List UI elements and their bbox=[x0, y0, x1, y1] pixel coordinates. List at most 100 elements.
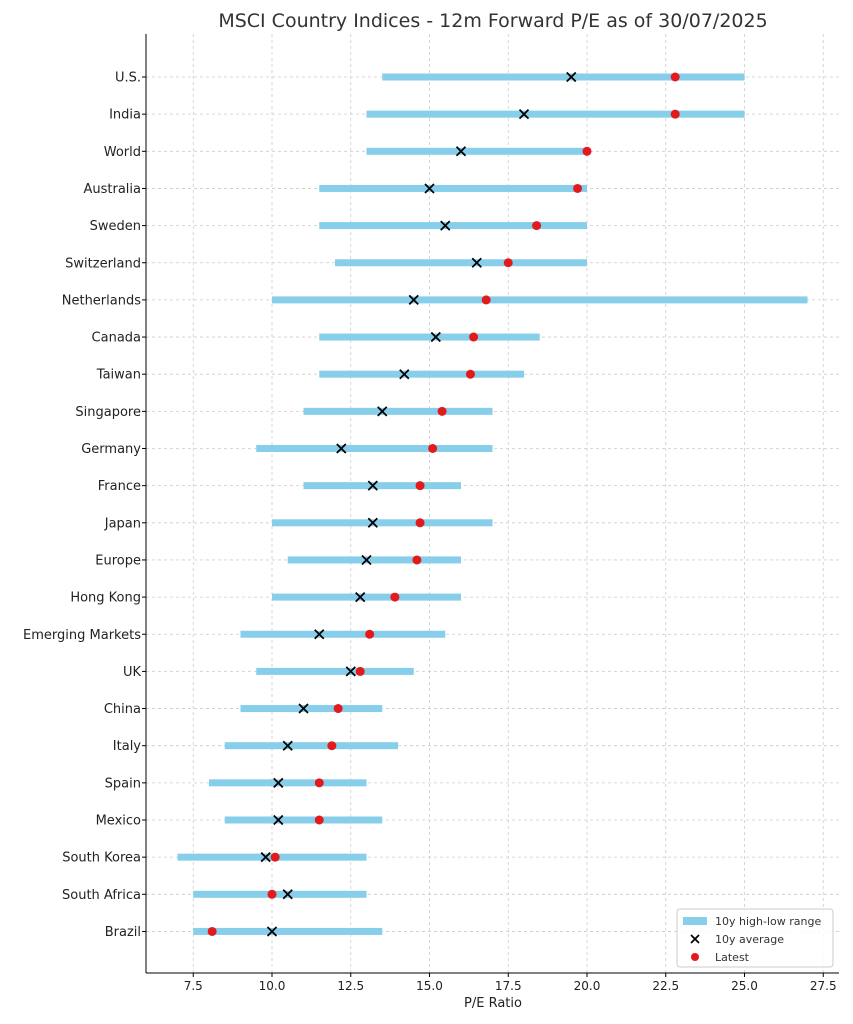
category-label: China bbox=[104, 702, 141, 717]
range-bar bbox=[272, 296, 808, 304]
latest-marker bbox=[314, 778, 324, 788]
range-bar bbox=[303, 407, 493, 415]
range-bar bbox=[287, 556, 461, 564]
average-marker bbox=[298, 703, 309, 714]
range-bar bbox=[303, 482, 461, 490]
category-label: Sweden bbox=[90, 219, 141, 234]
range-bar bbox=[272, 593, 461, 601]
x-tick-label: 20.0 bbox=[574, 979, 601, 993]
category-label: South Africa bbox=[62, 888, 141, 903]
latest-marker bbox=[314, 815, 324, 825]
average-marker bbox=[273, 777, 284, 788]
average-marker bbox=[282, 889, 293, 900]
latest-marker bbox=[412, 555, 422, 565]
range-bars bbox=[177, 73, 808, 935]
category-label: Italy bbox=[113, 739, 142, 754]
x-tick-label: 22.5 bbox=[652, 979, 679, 993]
category-label: Brazil bbox=[105, 925, 141, 940]
latest-marker bbox=[333, 704, 343, 714]
average-marker bbox=[471, 257, 482, 268]
range-bar bbox=[366, 147, 587, 155]
range-bar bbox=[193, 890, 367, 898]
category-label: Hong Kong bbox=[70, 591, 141, 606]
average-marker bbox=[518, 109, 530, 120]
legend-entry: 10y average bbox=[715, 933, 784, 946]
range-bar bbox=[240, 630, 446, 638]
latest-marker bbox=[365, 629, 375, 639]
latest-marker bbox=[415, 481, 425, 491]
average-markers bbox=[260, 71, 577, 937]
range-bar bbox=[224, 742, 398, 750]
x-tick-label: 15.0 bbox=[416, 979, 443, 993]
average-marker bbox=[361, 554, 372, 566]
latest-marker bbox=[355, 666, 365, 676]
category-label: Germany bbox=[81, 442, 141, 457]
average-marker bbox=[273, 814, 284, 826]
average-marker bbox=[345, 666, 356, 677]
average-marker bbox=[367, 517, 378, 528]
average-marker bbox=[399, 369, 410, 380]
latest-marker bbox=[670, 72, 680, 82]
average-marker bbox=[455, 146, 467, 157]
latest-marker bbox=[670, 109, 680, 119]
latest-marker bbox=[428, 444, 438, 453]
average-marker bbox=[355, 591, 366, 603]
legend: 10y high-low range 10y average Latest bbox=[676, 908, 834, 968]
range-bar bbox=[256, 667, 414, 675]
average-marker bbox=[336, 443, 347, 454]
latest-marker bbox=[270, 852, 280, 862]
average-marker bbox=[367, 480, 378, 491]
average-marker bbox=[424, 183, 435, 194]
range-bar bbox=[382, 73, 745, 81]
category-label: South Korea bbox=[62, 851, 141, 866]
category-label: UK bbox=[123, 665, 142, 680]
range-bar bbox=[335, 259, 587, 267]
latest-marker bbox=[469, 332, 479, 342]
range-bar bbox=[209, 779, 367, 787]
latest-marker bbox=[573, 183, 583, 193]
average-marker bbox=[314, 629, 325, 640]
latest-marker bbox=[437, 406, 447, 416]
range-bar bbox=[224, 816, 383, 824]
range-bar bbox=[366, 110, 745, 118]
average-marker bbox=[377, 406, 388, 417]
category-label: Australia bbox=[83, 182, 141, 197]
average-marker bbox=[282, 740, 293, 751]
latest-marker bbox=[465, 369, 475, 379]
x-axis-label: P/E Ratio bbox=[464, 996, 522, 1011]
category-label: France bbox=[98, 479, 141, 494]
average-marker bbox=[440, 220, 451, 231]
chart-title: MSCI Country Indices - 12m Forward P/E a… bbox=[218, 10, 767, 32]
range-bar bbox=[272, 519, 493, 527]
latest-marker bbox=[582, 146, 592, 156]
latest-marker bbox=[503, 258, 513, 268]
legend-entry: Latest bbox=[715, 951, 750, 964]
legend-entry: 10y high-low range bbox=[715, 915, 821, 928]
average-marker bbox=[566, 71, 577, 83]
category-label: Mexico bbox=[96, 814, 141, 829]
range-bar bbox=[319, 333, 540, 341]
legend-range-swatch bbox=[683, 917, 707, 925]
x-tick-label: 7.5 bbox=[184, 979, 203, 993]
category-label: U.S. bbox=[115, 71, 141, 86]
x-tick-label: 27.5 bbox=[810, 979, 837, 993]
category-label: Emerging Markets bbox=[23, 628, 141, 643]
x-tick-labels: 7.5 10.0 12.5 15.0 17.5 20.0 22.5 25.0 27.5 bbox=[184, 979, 837, 993]
category-label: Taiwan bbox=[96, 368, 141, 383]
legend-box bbox=[676, 908, 834, 968]
latest-marker bbox=[390, 592, 400, 602]
category-label: Canada bbox=[92, 331, 141, 346]
x-tick-label: 17.5 bbox=[495, 979, 522, 993]
latest-marker bbox=[207, 926, 217, 936]
category-label: Spain bbox=[105, 776, 141, 791]
latest-markers bbox=[207, 72, 680, 936]
category-label: Netherlands bbox=[62, 293, 141, 308]
x-tick-label: 12.5 bbox=[337, 979, 364, 993]
category-label: Switzerland bbox=[65, 256, 141, 271]
average-marker bbox=[408, 294, 419, 306]
latest-marker bbox=[267, 889, 277, 899]
legend-latest-swatch bbox=[691, 953, 699, 961]
range-bar bbox=[240, 705, 383, 713]
latest-marker bbox=[327, 741, 337, 751]
